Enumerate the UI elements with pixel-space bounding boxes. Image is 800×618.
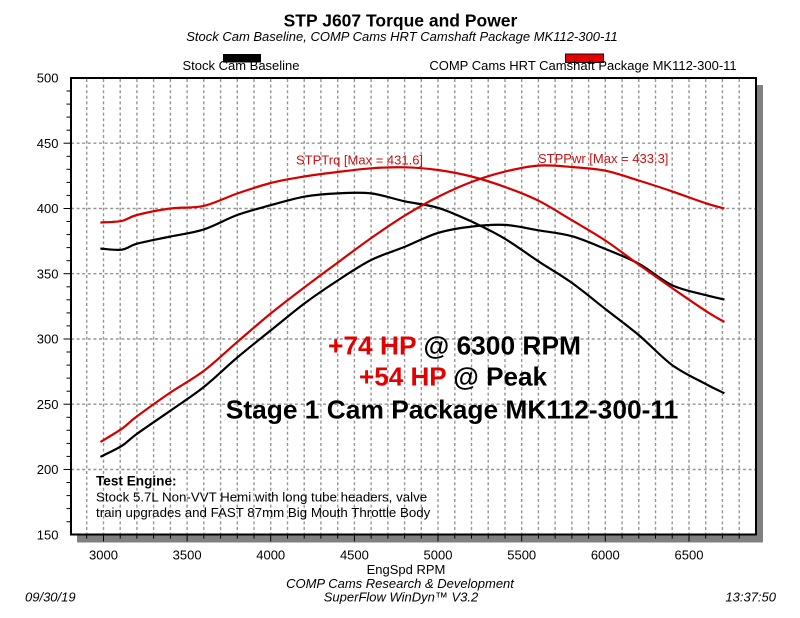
- svg-text:4000: 4000: [256, 548, 285, 563]
- svg-text:Stage 1 Cam Package MK112-300-: Stage 1 Cam Package MK112-300-11: [226, 395, 679, 425]
- svg-text:COMP Cams HRT Camshaft Package: COMP Cams HRT Camshaft Package MK112-300…: [429, 58, 736, 73]
- svg-text:4500: 4500: [340, 548, 369, 563]
- svg-text:300: 300: [37, 332, 59, 347]
- svg-text:200: 200: [37, 462, 59, 477]
- svg-text:5500: 5500: [507, 548, 536, 563]
- svg-text:+74 HP @ 6300 RPM: +74 HP @ 6300 RPM: [328, 330, 581, 360]
- svg-text:13:37:50: 13:37:50: [725, 590, 776, 605]
- svg-text:5000: 5000: [424, 548, 453, 563]
- svg-text:500: 500: [37, 71, 59, 86]
- svg-text:Stock 5.7L Non-VVT Hemi with l: Stock 5.7L Non-VVT Hemi with long tube h…: [96, 490, 427, 505]
- svg-text:150: 150: [37, 527, 59, 542]
- svg-text:3000: 3000: [89, 548, 118, 563]
- svg-text:450: 450: [37, 136, 59, 151]
- svg-text:Test Engine:: Test Engine:: [96, 474, 177, 489]
- svg-text:STPPwr [Max = 433.3]: STPPwr [Max = 433.3]: [538, 151, 668, 166]
- svg-text:SuperFlow WinDyn™ V3.2: SuperFlow WinDyn™ V3.2: [324, 590, 479, 605]
- svg-text:Stock Cam Baseline: Stock Cam Baseline: [182, 58, 299, 73]
- svg-text:STPTrq [Max = 431.6]: STPTrq [Max = 431.6]: [296, 153, 423, 168]
- svg-text:250: 250: [37, 397, 59, 412]
- svg-text:09/30/19: 09/30/19: [25, 590, 76, 605]
- svg-text:STP J607 Torque and Power: STP J607 Torque and Power: [284, 11, 518, 31]
- svg-text:train upgrades and FAST 87mm B: train upgrades and FAST 87mm Big Mouth T…: [96, 505, 431, 520]
- svg-text:6000: 6000: [591, 548, 620, 563]
- svg-text:6500: 6500: [675, 548, 704, 563]
- svg-text:+54 HP @ Peak: +54 HP @ Peak: [359, 362, 548, 392]
- svg-text:Stock Cam Baseline, COMP Cams: Stock Cam Baseline, COMP Cams HRT Camsha…: [186, 29, 618, 44]
- svg-text:3500: 3500: [173, 548, 202, 563]
- svg-text:400: 400: [37, 201, 59, 216]
- svg-text:350: 350: [37, 266, 59, 281]
- svg-text:EngSpd RPM: EngSpd RPM: [367, 562, 446, 577]
- svg-text:COMP Cams Research & Developme: COMP Cams Research & Development: [286, 576, 515, 591]
